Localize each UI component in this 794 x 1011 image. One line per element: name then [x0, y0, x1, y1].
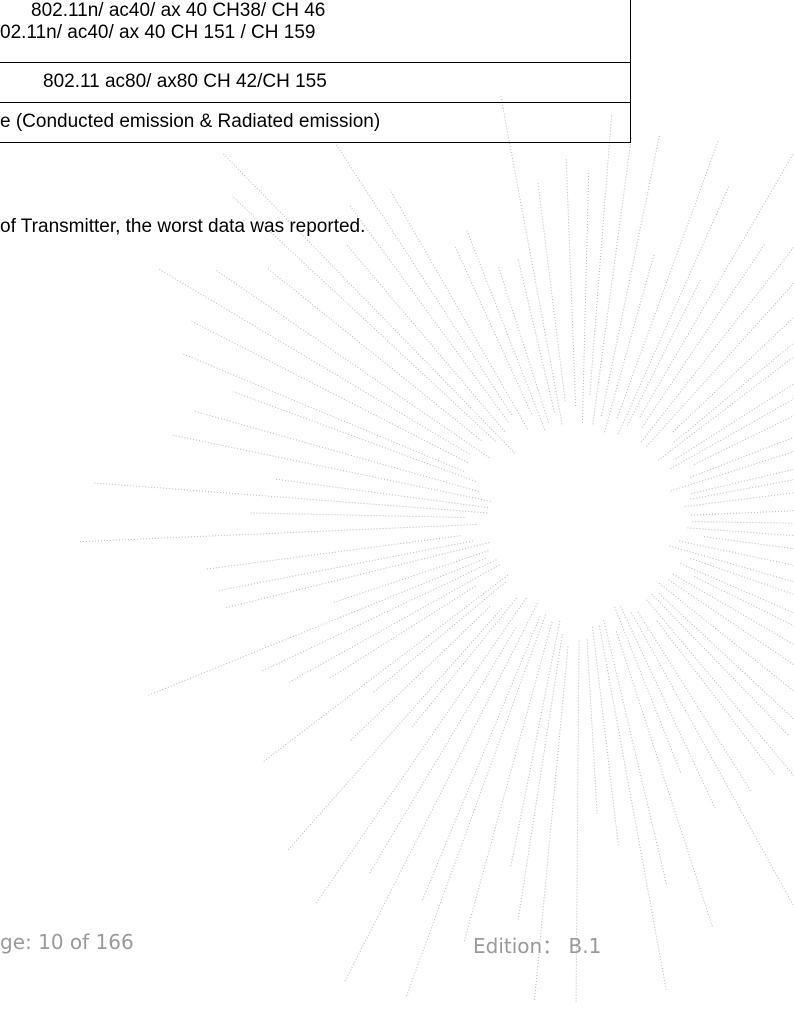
watermark-ray — [616, 631, 712, 927]
watermark-ray — [274, 479, 488, 508]
watermark-ray — [149, 558, 486, 695]
watermark-ray — [680, 564, 794, 642]
page-number: ge: 10 of 166 — [0, 930, 134, 954]
watermark-ray — [627, 280, 700, 425]
watermark-ray — [345, 603, 538, 981]
watermark-ray — [617, 141, 718, 419]
watermark-ray — [631, 613, 794, 920]
watermark-ray — [455, 247, 531, 414]
watermark-ray — [538, 183, 565, 401]
table-cell: 02.11n/ ac40/ ax 40 CH 151 / CH 159 — [0, 22, 315, 44]
watermark-ray — [694, 577, 794, 748]
watermark-ray — [79, 524, 477, 541]
watermark-ray — [346, 244, 505, 431]
watermark-ray — [671, 385, 794, 491]
watermark-ray — [640, 104, 794, 417]
table-cell: e (Conducted emission & Radiated emissio… — [0, 111, 380, 133]
watermark-ray — [669, 546, 794, 628]
watermark-ray — [219, 541, 473, 591]
watermark-ray — [659, 593, 794, 738]
watermark-ray — [615, 607, 681, 773]
watermark-ray — [676, 245, 794, 459]
watermark-ray — [464, 622, 552, 943]
watermark-ray — [587, 640, 597, 814]
watermark-ray — [173, 435, 491, 501]
watermark-ray — [641, 166, 794, 442]
watermark-ray — [659, 583, 794, 710]
watermark-ray — [646, 206, 794, 446]
watermark-ray — [593, 627, 619, 847]
watermark-ray — [704, 537, 794, 575]
watermark-ray — [618, 186, 728, 434]
watermark-ray — [159, 269, 470, 454]
watermark-ray — [233, 392, 475, 482]
edition: Edition： B.1 — [473, 930, 601, 959]
watermark-ray — [215, 269, 489, 457]
watermark-ray — [390, 189, 528, 429]
watermark-ray — [604, 620, 667, 884]
table-border — [0, 142, 631, 143]
table-border — [630, 0, 631, 143]
watermark-ray — [673, 273, 794, 432]
watermark-ray — [466, 229, 544, 430]
watermark-ray — [690, 445, 794, 500]
watermark-ray — [226, 542, 489, 607]
watermark-ray — [316, 598, 527, 904]
watermark-ray — [647, 600, 794, 789]
watermark-ray — [582, 171, 588, 423]
watermark-ray — [349, 205, 508, 422]
watermark-ray — [687, 528, 794, 549]
watermark-ray — [262, 575, 507, 762]
watermark-ray — [673, 574, 794, 776]
watermark-ray — [657, 621, 775, 776]
watermark-ray — [222, 153, 515, 454]
watermark-ray — [518, 634, 562, 919]
paragraph: of Transmitter, the worst data was repor… — [0, 216, 365, 238]
watermark-ray — [658, 341, 794, 460]
table-border — [0, 62, 631, 63]
watermark-ray — [192, 321, 468, 462]
watermark-ray — [674, 286, 794, 442]
watermark-ray — [642, 244, 765, 428]
watermark-ray — [566, 157, 576, 406]
table-cell: 802.11 ac80/ ax80 CH 42/CH 155 — [43, 71, 327, 93]
watermark-ray — [691, 440, 794, 494]
watermark-ray — [501, 96, 562, 424]
watermark-ray — [685, 460, 794, 507]
watermark-ray — [691, 503, 794, 515]
watermark-ray — [601, 136, 659, 417]
watermark-ray — [92, 483, 487, 513]
watermark-ray — [422, 616, 540, 900]
watermark-ray — [692, 522, 794, 525]
watermark-ray — [267, 268, 481, 441]
watermark-ray — [679, 541, 794, 616]
watermark-ray — [336, 144, 512, 414]
watermark-ray — [250, 513, 464, 518]
table-border — [0, 102, 631, 103]
watermark-ray — [518, 258, 555, 412]
watermark-ray — [206, 536, 461, 569]
watermark-ray — [349, 606, 490, 741]
watermark-ray — [599, 626, 666, 990]
page: {"table": {"rows": [["802.11n/ ac40/ ax … — [0, 0, 794, 1011]
watermark-ray — [412, 598, 516, 727]
watermark-ray — [499, 267, 549, 422]
watermark-ray — [668, 580, 794, 746]
watermark-ray — [262, 560, 497, 672]
watermark-ray — [690, 400, 794, 477]
watermark-ray — [287, 609, 501, 851]
watermark-ray — [590, 113, 612, 394]
watermark-ray — [328, 586, 475, 679]
watermark-ray — [195, 411, 479, 491]
watermark-ray — [652, 594, 789, 735]
watermark-ray — [621, 606, 716, 808]
watermark — [0, 0, 794, 1011]
watermark-ray — [181, 353, 463, 471]
table-cell: 802.11n/ ac40/ ax 40 CH38/ CH 46 — [31, 0, 325, 22]
watermark-ray — [694, 336, 794, 465]
watermark-ray — [333, 551, 488, 603]
